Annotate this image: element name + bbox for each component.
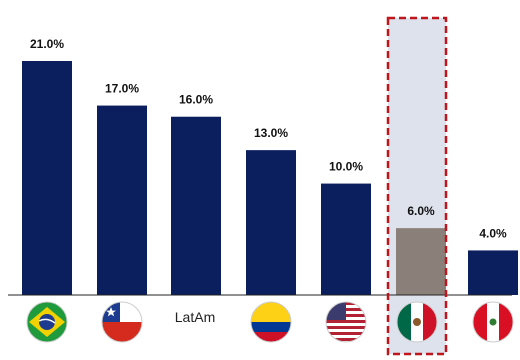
bar-usa: [321, 183, 371, 295]
value-label-colombia: 13.0%: [254, 126, 288, 140]
bar-peru: [468, 250, 518, 295]
value-labels-group: 21.0% 17.0% 16.0% 13.0% 10.0% 6.0% 4.0%: [30, 37, 507, 240]
value-label-usa: 10.0%: [329, 160, 363, 174]
value-label-brazil: 21.0%: [30, 37, 64, 51]
value-label-latam: 16.0%: [179, 93, 213, 107]
flag-usa-icon: [325, 301, 367, 343]
flag-chile-icon: [101, 301, 143, 343]
bars-group: [22, 61, 518, 295]
value-label-mexico: 6.0%: [407, 204, 435, 218]
value-label-peru: 4.0%: [479, 226, 507, 240]
flag-mexico-icon: [396, 301, 438, 343]
highlight-box: [386, 16, 448, 356]
value-label-chile: 17.0%: [105, 82, 139, 96]
highlight-band: [388, 18, 446, 354]
flag-colombia-icon: [250, 301, 292, 343]
flag-brazil-icon: [26, 301, 68, 343]
bar-mexico: [396, 228, 446, 295]
bar-latam: [171, 116, 221, 295]
bar-colombia: [246, 150, 296, 295]
category-label-latam: LatAm: [175, 309, 215, 325]
bar-brazil: [22, 61, 72, 295]
flag-peru-icon: [472, 301, 514, 343]
bar-chile: [97, 105, 147, 295]
